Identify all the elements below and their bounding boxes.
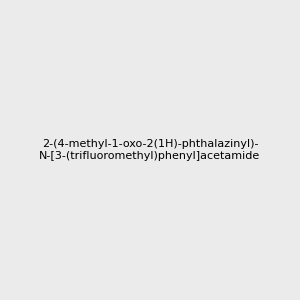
Text: 2-(4-methyl-1-oxo-2(1H)-phthalazinyl)-
N-[3-(trifluoromethyl)phenyl]acetamide: 2-(4-methyl-1-oxo-2(1H)-phthalazinyl)- N… — [39, 139, 261, 161]
